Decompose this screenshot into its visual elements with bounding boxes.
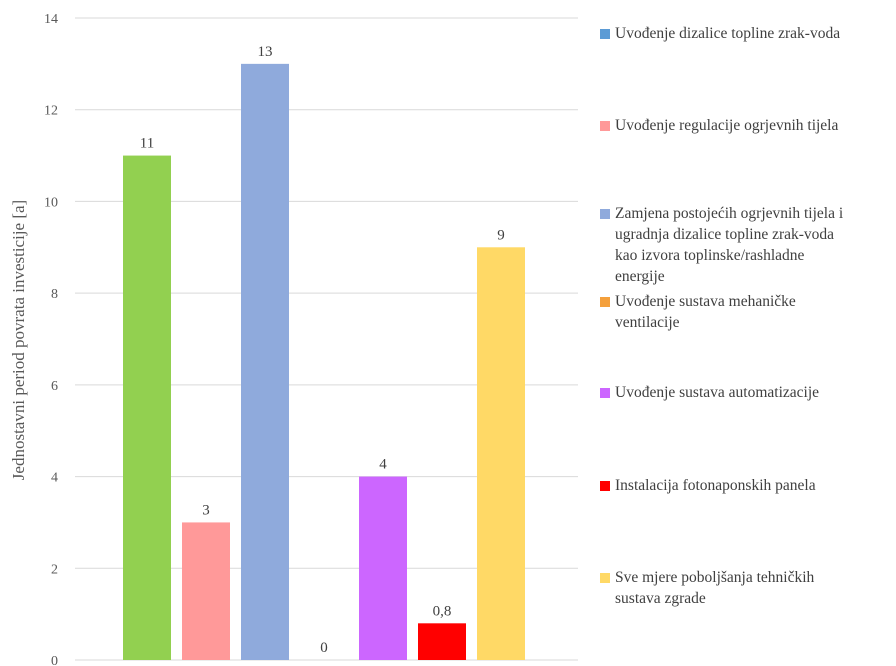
legend-label: Uvođenje regulacije ogrjevnih tijela [615, 117, 838, 134]
legend-label: ugradnja dizalice topline zrak-voda [615, 226, 834, 243]
bars [123, 63, 525, 661]
bar [359, 476, 407, 660]
bar [241, 63, 289, 661]
data-label: 3 [202, 502, 210, 518]
bar [182, 522, 230, 660]
legend-label: Zamjena postojećih ogrjevnih tijela i [615, 205, 844, 222]
y-tick-label: 0 [51, 654, 58, 666]
data-label: 9 [497, 227, 505, 243]
legend-label: Uvođenje sustava mehaničke [615, 293, 796, 310]
legend-label: kao izvora toplinske/rashladne [615, 247, 805, 264]
legend-swatch [600, 121, 610, 131]
data-label: 0,8 [433, 603, 452, 619]
bar [123, 155, 171, 661]
legend-label: Uvođenje dizalice topline zrak-voda [615, 25, 840, 42]
y-tick-label: 4 [51, 471, 58, 486]
legend-label: Instalacija fotonaponskih panela [615, 477, 816, 494]
y-tick-label: 12 [44, 104, 58, 119]
data-label: 13 [258, 44, 273, 60]
legend-swatch [600, 29, 610, 39]
legend-swatch [600, 481, 610, 491]
y-tick-label: 6 [51, 379, 58, 394]
legend-swatch [600, 573, 610, 583]
data-label: 0 [320, 640, 328, 656]
y-tick-label: 2 [51, 562, 58, 577]
legend-label: ventilacije [615, 314, 680, 331]
legend-swatch [600, 388, 610, 398]
legend-label: energije [615, 268, 665, 285]
legend: Uvođenje dizalice topline zrak-voda Uvođe… [600, 25, 844, 607]
y-tick-label: 14 [44, 12, 58, 27]
y-axis-label: Jednostavni period povrata investicije [… [9, 200, 28, 480]
data-label: 11 [140, 136, 154, 152]
y-axis-ticks: 0 2 4 6 8 10 12 14 [44, 12, 58, 666]
legend-label: sustava zgrade [615, 590, 706, 607]
legend-label: Uvođenje sustava automatizacije [615, 384, 819, 401]
legend-swatch [600, 209, 610, 219]
data-labels: 11 3 13 0 4 0,8 9 [140, 44, 505, 656]
legend-label: Sve mjere poboljšanja tehničkih [615, 569, 815, 586]
legend-swatch [600, 297, 610, 307]
data-label: 4 [379, 457, 387, 473]
bar [418, 623, 466, 660]
y-tick-label: 8 [51, 287, 58, 302]
y-tick-label: 10 [44, 195, 58, 210]
bar [477, 247, 525, 661]
